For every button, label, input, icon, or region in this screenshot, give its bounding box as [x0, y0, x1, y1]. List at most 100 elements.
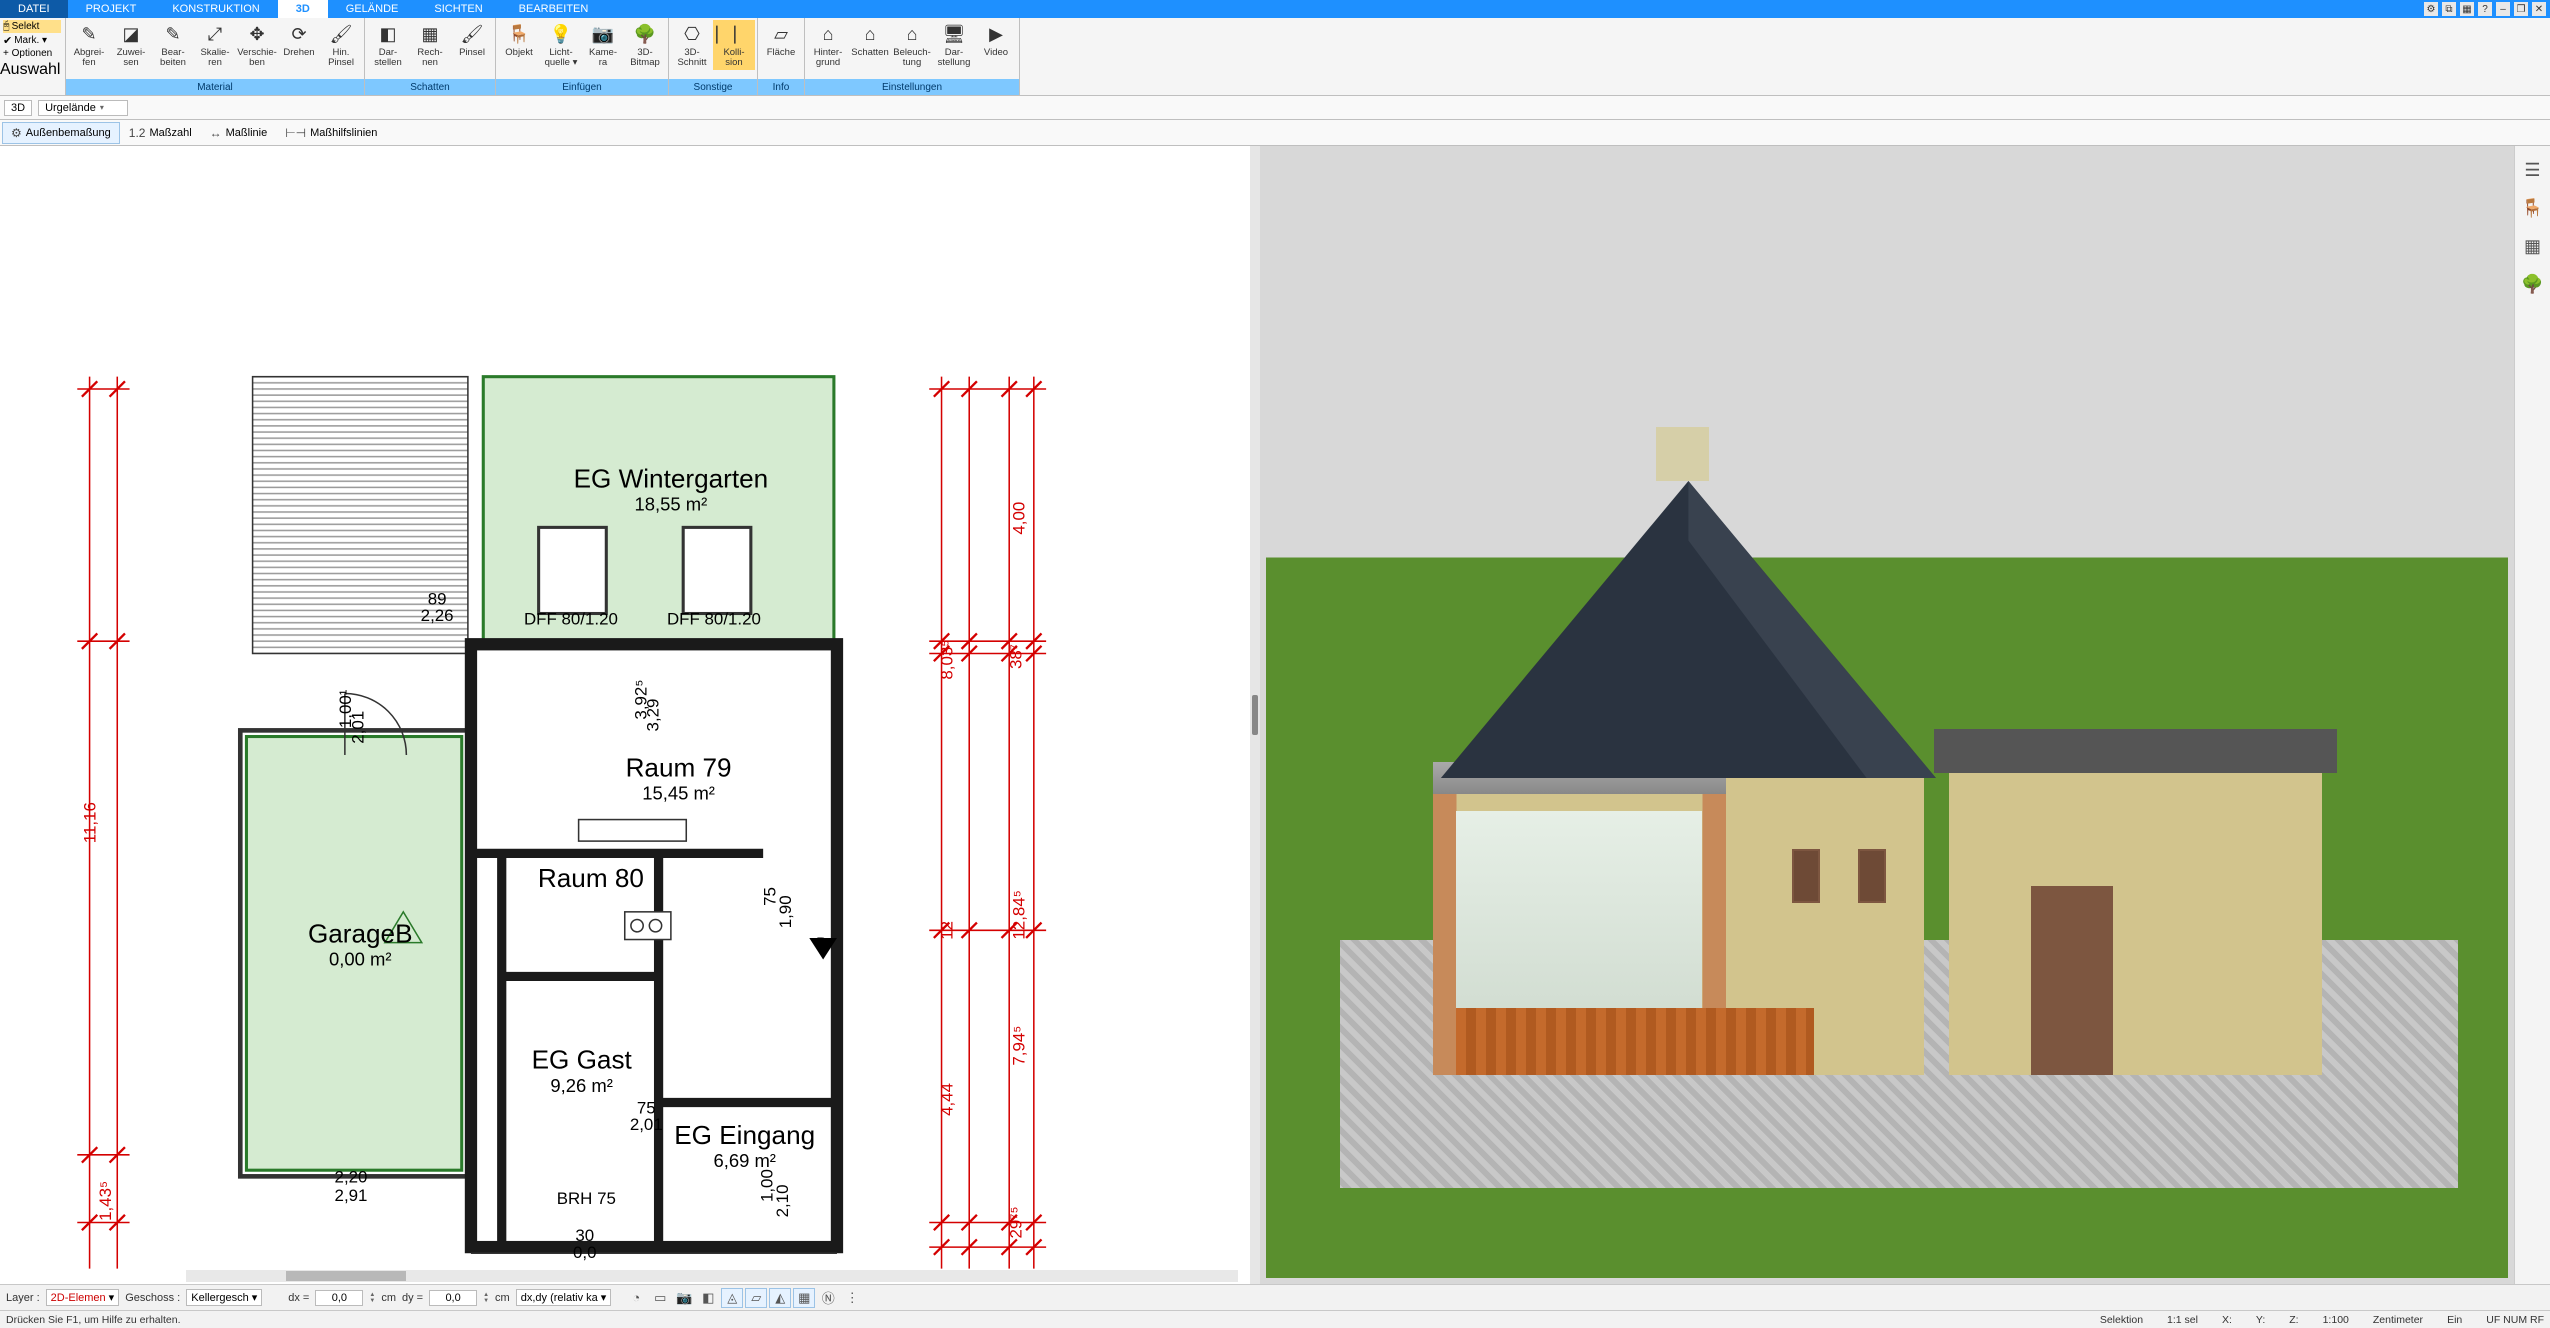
- svg-text:2,01: 2,01: [348, 711, 367, 744]
- svg-text:30: 30: [575, 1226, 594, 1245]
- conservatory: [1433, 794, 1726, 1075]
- ribbon-btn-hinpinsel[interactable]: 🖌Hin.Pinsel: [320, 20, 362, 70]
- ribbon-icon: ⌂: [898, 22, 926, 46]
- window-button[interactable]: ⚙: [2424, 2, 2438, 16]
- terrain-select[interactable]: Urgelände▾: [38, 100, 128, 116]
- dx-spinner[interactable]: ▲▼: [369, 1292, 375, 1304]
- ribbon-btn-lichtquelle[interactable]: 💡Licht-quelle ▾: [540, 20, 582, 70]
- house-model: [1452, 535, 1924, 1075]
- splitter-grip-icon: [1252, 695, 1258, 735]
- floorplan-canvas[interactable]: EG Wintergarten18,55 m²Raum 7915,45 m²Ra…: [0, 146, 1250, 1284]
- bottom-icon-6[interactable]: ◭: [769, 1288, 791, 1308]
- bottom-icon-0[interactable]: ◔: [625, 1288, 647, 1308]
- ribbon-btn-rechnen[interactable]: ▦Rech-nen: [409, 20, 451, 70]
- plan-scroll-thumb[interactable]: [286, 1271, 406, 1281]
- svg-text:9,26 m²: 9,26 m²: [550, 1075, 613, 1096]
- menu-tab-konstruktion[interactable]: KONSTRUKTION: [154, 0, 277, 18]
- ribbon-btn-drehen[interactable]: ⟳Drehen: [278, 20, 320, 60]
- ribbon: 🖰Selekt✔Mark. ▾+ Optionen Auswahl✎Abgrei-…: [0, 18, 2550, 96]
- window-button[interactable]: –: [2496, 2, 2510, 16]
- bottom-icon-2[interactable]: 📷: [673, 1288, 695, 1308]
- svg-text:3,29: 3,29: [644, 699, 663, 732]
- auswahl-row-2[interactable]: + Optionen: [3, 48, 61, 59]
- group-label-auswahl: Auswahl: [0, 61, 65, 79]
- svg-text:7,94⁵: 7,94⁵: [1010, 1026, 1029, 1066]
- floor-select[interactable]: Kellergesch▾: [186, 1289, 262, 1306]
- window-button[interactable]: ▦: [2460, 2, 2474, 16]
- menu-tab-projekt[interactable]: PROJEKT: [68, 0, 155, 18]
- menu-tab-3d[interactable]: 3D: [278, 0, 328, 18]
- ribbon-icon: 🖌: [458, 22, 486, 46]
- svg-text:12,84⁵: 12,84⁵: [1010, 890, 1029, 939]
- ribbon-btn-pinsel[interactable]: 🖌Pinsel: [451, 20, 493, 60]
- ribbon-icon: ◧: [374, 22, 402, 46]
- ribbon-btn-schatten[interactable]: ⌂Schatten: [849, 20, 891, 60]
- auswahl-row-1[interactable]: ✔Mark. ▾: [3, 34, 61, 47]
- menu-tab-sichten[interactable]: SICHTEN: [416, 0, 500, 18]
- svg-text:0,0: 0,0: [573, 1243, 597, 1262]
- ribbon-btn-kollision[interactable]: ⎸⎸Kolli-sion: [713, 20, 755, 70]
- ribbon-btn-video[interactable]: ▶Video: [975, 20, 1017, 60]
- ribbon-btn-beleuchtung[interactable]: ⌂Beleuch-tung: [891, 20, 933, 70]
- ribbon-btn-abgreifen[interactable]: ✎Abgrei-fen: [68, 20, 110, 70]
- ribbon-btn-dbitmap[interactable]: 🌳3D-Bitmap: [624, 20, 666, 70]
- status-selection: Selektion: [2100, 1314, 2143, 1326]
- svg-text:DFF 80/1.20: DFF 80/1.20: [524, 609, 618, 628]
- tree-icon[interactable]: 🌳: [2521, 272, 2545, 296]
- coord-mode-select[interactable]: dx,dy (relativ ka▾: [516, 1289, 612, 1306]
- bottom-icon-5[interactable]: ▱: [745, 1288, 767, 1308]
- group-label: Schatten: [365, 79, 495, 95]
- ribbon-icon: ✎: [159, 22, 187, 46]
- view-mode-select[interactable]: 3D: [4, 100, 32, 116]
- garage-door: [2031, 886, 2113, 1075]
- menu-tab-datei[interactable]: DATEI: [0, 0, 68, 18]
- bottom-icon-8[interactable]: Ⓝ: [817, 1288, 839, 1308]
- auswahl-row-0[interactable]: 🖰Selekt: [3, 20, 61, 33]
- menu-tab-gelände[interactable]: GELÄNDE: [328, 0, 417, 18]
- view-mode-icons: ◔▭📷◧◬▱◭▦Ⓝ⋮: [625, 1288, 863, 1308]
- window-button[interactable]: ⧉: [2442, 2, 2456, 16]
- layers-icon[interactable]: ☰: [2521, 158, 2545, 182]
- menu-tab-bearbeiten[interactable]: BEARBEITEN: [501, 0, 607, 18]
- window-button[interactable]: ?: [2478, 2, 2492, 16]
- window-button[interactable]: ❐: [2514, 2, 2528, 16]
- dim-btn-außenbemaßung[interactable]: ⚙Außenbemaßung: [2, 122, 120, 144]
- bottom-icon-4[interactable]: ◬: [721, 1288, 743, 1308]
- dim-btn-maßlinie[interactable]: ↔Maßlinie: [201, 122, 277, 144]
- ribbon-btn-zuweisen[interactable]: ◪Zuwei-sen: [110, 20, 152, 70]
- bottom-icon-9[interactable]: ⋮: [841, 1288, 863, 1308]
- floorplan-panel[interactable]: EG Wintergarten18,55 m²Raum 7915,45 m²Ra…: [0, 146, 1250, 1284]
- ribbon-btn-darstellen[interactable]: ◧Dar-stellen: [367, 20, 409, 70]
- dim-btn-maßzahl[interactable]: 1.2Maßzahl: [120, 122, 201, 144]
- ribbon-btn-flche[interactable]: ▱Fläche: [760, 20, 802, 60]
- dy-spinner[interactable]: ▲▼: [483, 1292, 489, 1304]
- plan-scrollbar-x[interactable]: [186, 1270, 1238, 1282]
- ribbon-icon: 💡: [547, 22, 575, 46]
- ribbon-btn-skalieren[interactable]: ⤢Skalie-ren: [194, 20, 236, 70]
- ribbon-btn-verschieben[interactable]: ✥Verschie-ben: [236, 20, 278, 70]
- dy-input[interactable]: 0,0: [429, 1290, 477, 1306]
- bottom-icon-1[interactable]: ▭: [649, 1288, 671, 1308]
- status-bar: Drücken Sie F1, um Hilfe zu erhalten. Se…: [0, 1310, 2550, 1328]
- layer-select[interactable]: 2D-Elemen▾: [46, 1289, 120, 1306]
- ribbon-btn-bearbeiten[interactable]: ✎Bear-beiten: [152, 20, 194, 70]
- furniture-icon[interactable]: 🪑: [2521, 196, 2545, 220]
- ribbon-btn-darstellung[interactable]: 🖥Dar-stellung: [933, 20, 975, 70]
- ribbon-btn-objekt[interactable]: 🪑Objekt: [498, 20, 540, 60]
- ribbon-icon: ▦: [416, 22, 444, 46]
- right-tool-strip: ☰ 🪑 ▦ 🌳: [2514, 146, 2550, 1284]
- foreground-grass: [1266, 1188, 2509, 1278]
- ribbon-btn-hintergrund[interactable]: ⌂Hinter-grund: [807, 20, 849, 70]
- ribbon-btn-kamera[interactable]: 📷Kame-ra: [582, 20, 624, 70]
- status-ratio: 1:1 sel: [2167, 1314, 2198, 1326]
- bottom-icon-7[interactable]: ▦: [793, 1288, 815, 1308]
- group-label: Einstellungen: [805, 79, 1019, 95]
- pane-splitter[interactable]: [1250, 146, 1260, 1284]
- view-3d-panel[interactable]: [1260, 146, 2515, 1284]
- ribbon-btn-dschnitt[interactable]: ⎔3D-Schnitt: [671, 20, 713, 70]
- materials-icon[interactable]: ▦: [2521, 234, 2545, 258]
- window-button[interactable]: ✕: [2532, 2, 2546, 16]
- bottom-icon-3[interactable]: ◧: [697, 1288, 719, 1308]
- dim-btn-maßhilfslinien[interactable]: ⊢⊣Maßhilfslinien: [276, 122, 386, 144]
- dx-input[interactable]: 0,0: [315, 1290, 363, 1306]
